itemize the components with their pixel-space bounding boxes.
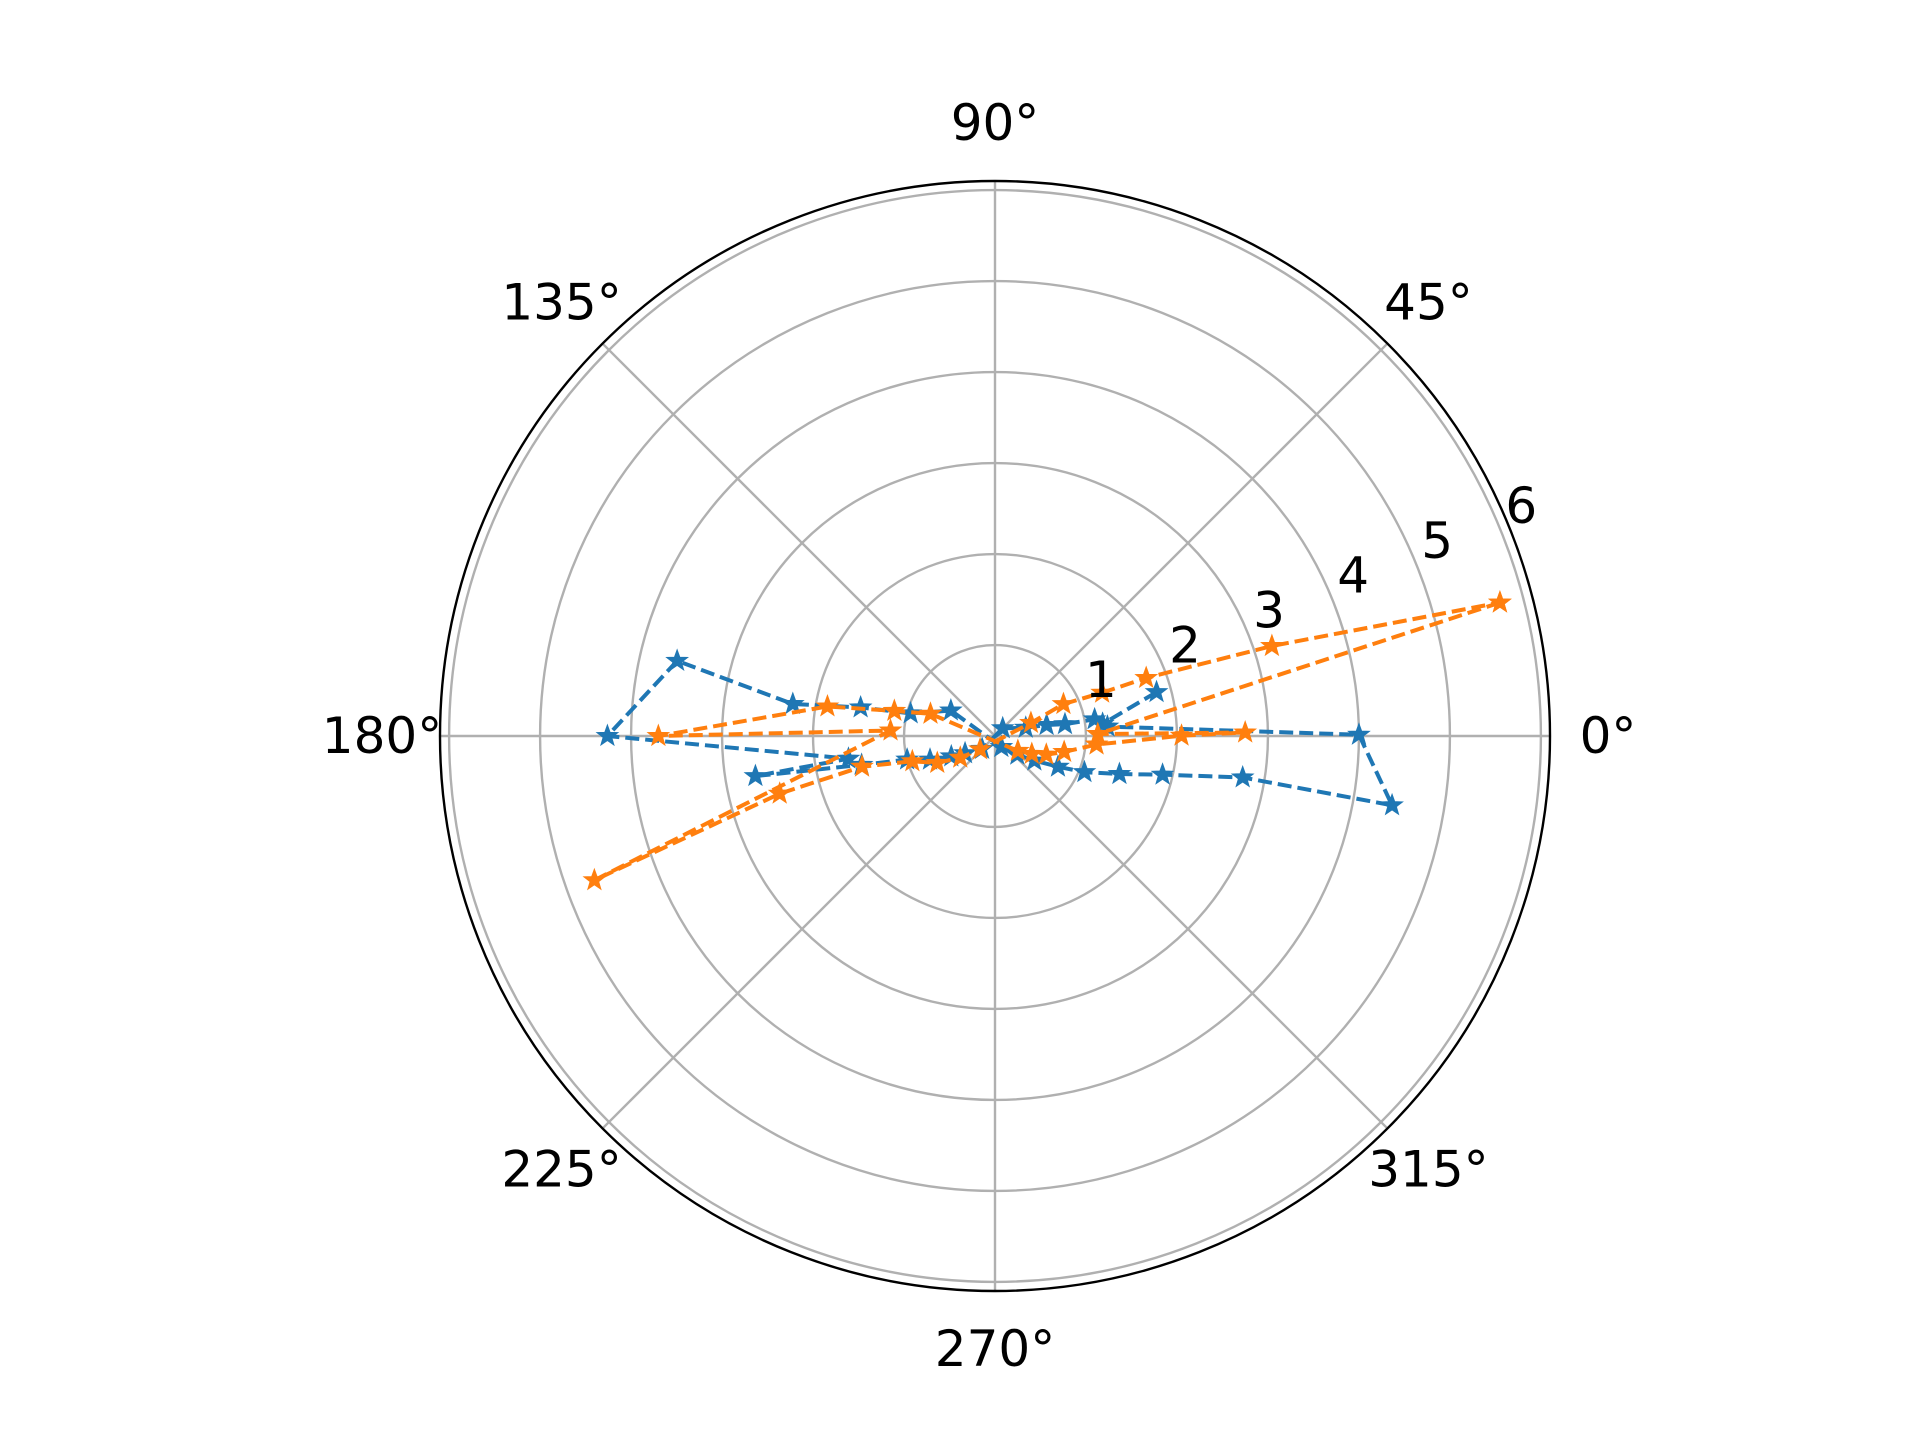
series-2-star-marker: [767, 781, 792, 804]
series-1-star-marker: [1090, 711, 1115, 735]
series-1-star-marker: [665, 648, 689, 671]
series-1-star-marker: [990, 715, 1015, 739]
series-1-star-marker: [1107, 761, 1132, 785]
series-2: [582, 590, 1512, 891]
series-1-star-marker: [1347, 722, 1371, 745]
series-group: [582, 590, 1512, 891]
series-1: [595, 648, 1404, 816]
series-2-star-marker: [1084, 732, 1109, 755]
radial-tick-label: 6: [1505, 477, 1537, 535]
angular-tick-labels: 0° 45° 90° 135° 180° 225° 270° 315°: [322, 94, 1637, 1378]
angular-tick-label: 0°: [1580, 707, 1637, 765]
series-2-star-marker: [1090, 680, 1115, 703]
angular-tick-label: 135°: [501, 274, 621, 332]
series-2-star-marker: [646, 723, 671, 747]
angular-tick-label: 225°: [501, 1140, 621, 1198]
series-1-star-marker: [848, 694, 873, 718]
series-1-star-marker: [1230, 764, 1255, 788]
angular-gridline-315: [994, 735, 1389, 1130]
series-1-star-marker: [1380, 792, 1404, 816]
radial-tick-label: 4: [1337, 547, 1369, 605]
series-2-star-marker: [582, 867, 607, 891]
series-2-star-marker: [948, 745, 973, 768]
series-2-star-marker: [1134, 665, 1159, 689]
series-2-star-marker: [882, 698, 907, 722]
angular-tick-label: 270°: [935, 1320, 1055, 1378]
series-2-star-marker: [918, 701, 943, 724]
angular-gridline-135: [601, 342, 996, 737]
series-1-star-marker: [595, 723, 620, 747]
polar-frame: [438, 179, 1552, 1293]
series-1-star-marker: [939, 698, 963, 721]
series-2-star-marker: [850, 754, 874, 777]
angular-tick-label: 315°: [1368, 1140, 1488, 1198]
series-1-star-marker: [1053, 711, 1077, 735]
angular-tick-label: 90°: [951, 94, 1040, 152]
series-2-star-marker: [878, 718, 903, 741]
radial-tick-label: 5: [1421, 512, 1453, 570]
series-1-star-marker: [1150, 762, 1175, 785]
angular-gridline-225: [601, 735, 996, 1130]
series-2-star-marker: [1169, 723, 1194, 746]
series-2-star-marker: [968, 736, 992, 760]
series-1-star-marker: [780, 691, 805, 715]
radial-tick-label: 1: [1085, 651, 1117, 709]
series-2-star-marker: [1488, 590, 1512, 613]
series-2-star-marker: [1233, 720, 1258, 743]
angular-tick-label: 180°: [322, 707, 442, 765]
series-1-star-marker: [1046, 754, 1070, 777]
series-1-star-marker: [1144, 679, 1169, 703]
radial-tick-label: 2: [1169, 616, 1201, 674]
series-1-star-marker: [1072, 759, 1097, 783]
series-2-star-marker: [900, 748, 925, 772]
series-2-star-marker: [815, 693, 840, 717]
series-2-star-marker: [1006, 738, 1030, 761]
series-2-star-marker: [1019, 710, 1043, 734]
series-2-star-marker: [1051, 691, 1076, 715]
angular-gridline-45: [994, 342, 1389, 737]
angular-tick-label: 45°: [1384, 274, 1473, 332]
series-2-star-marker: [1260, 633, 1284, 657]
series-2-star-marker: [925, 750, 950, 774]
radial-tick-label: 3: [1253, 582, 1285, 640]
series-2-star-marker: [1052, 739, 1077, 763]
series-1-line: [603, 658, 1396, 808]
series-1-star-marker: [743, 763, 768, 787]
series-1-star-marker: [836, 746, 861, 769]
